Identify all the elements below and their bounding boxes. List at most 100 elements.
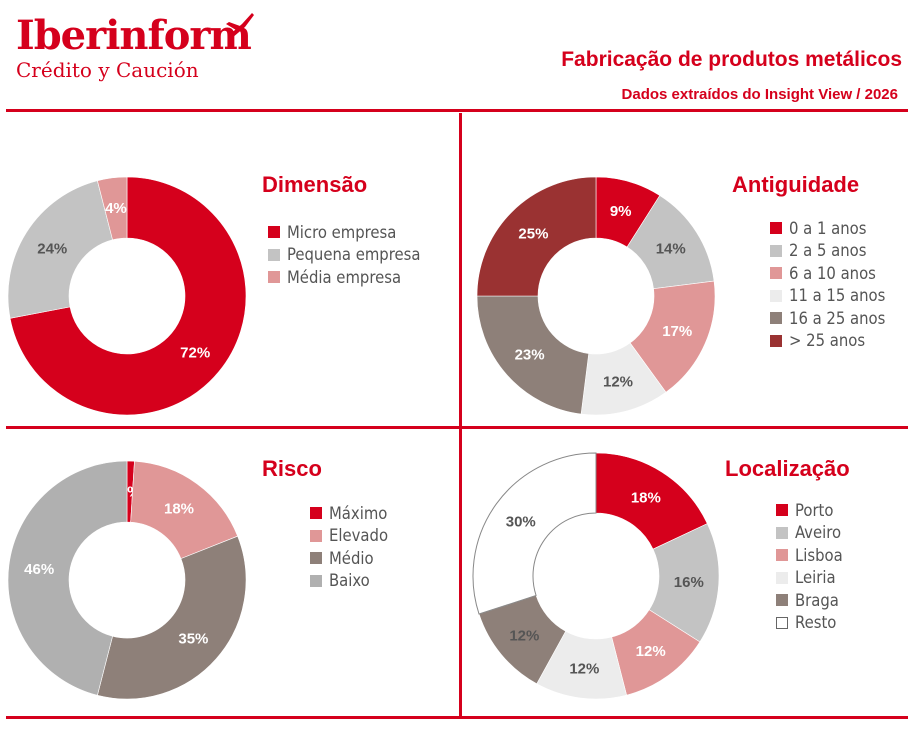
legend-swatch	[776, 526, 788, 539]
legend-label: 16 a 25 anos	[789, 308, 886, 328]
donut-chart-antiguidade: 9% 14% 17% 12% 23% 25%	[476, 176, 716, 416]
data-label: 24%	[37, 241, 67, 258]
legend-label: Micro empresa	[287, 222, 397, 242]
legend-item: 2 a 5 anos	[770, 240, 885, 263]
chart-title: Localização	[725, 456, 850, 481]
donut-slice-16-a-25-anos	[476, 295, 590, 415]
legend-swatch	[310, 552, 322, 565]
chart-title: Risco	[262, 456, 322, 481]
legend-swatch	[770, 222, 782, 235]
data-label: 18%	[164, 500, 194, 517]
data-label: 12%	[603, 374, 633, 391]
legend-item: 16 a 25 anos	[770, 307, 885, 330]
legend-swatch	[310, 574, 322, 587]
legend-label: Baixo	[329, 571, 370, 591]
brand-name: Iberinform	[16, 12, 252, 59]
data-label: 30%	[506, 513, 536, 530]
vertical-divider	[459, 113, 462, 717]
data-label: 35%	[178, 631, 208, 648]
legend-label: Leiria	[795, 568, 836, 588]
legend-label: Médio	[329, 548, 374, 568]
donut-chart-risco: 1%18%35%46%	[7, 460, 247, 700]
data-label: 23%	[515, 347, 545, 364]
donut-slice-porto	[595, 452, 708, 550]
legend-swatch	[770, 334, 782, 347]
legend-item: Aveiro	[776, 522, 843, 545]
bottom-divider	[6, 716, 908, 719]
page-subtitle: Dados extraídos do Insight View / 2026	[621, 86, 898, 103]
legend-item: 11 a 15 anos	[770, 285, 885, 308]
legend-risco: Máximo Elevado Médio Baixo	[310, 502, 388, 592]
legend-swatch	[268, 271, 280, 284]
legend-label: Máximo	[329, 503, 388, 523]
donut-chart-localizacao: 18% 16% 12% 12% 12% 30%	[472, 452, 720, 700]
legend-swatch	[310, 507, 322, 520]
legend-label: Resto	[795, 613, 837, 633]
legend-swatch	[776, 549, 788, 562]
legend-label: Aveiro	[795, 523, 842, 543]
legend-label: Pequena empresa	[287, 245, 421, 265]
donut-slice-m-dia-empresa	[97, 176, 128, 241]
legend-item: 0 a 1 anos	[770, 217, 885, 240]
legend-label: 2 a 5 anos	[789, 241, 867, 261]
legend-item: Média empresa	[268, 266, 420, 289]
data-label: 16%	[674, 574, 704, 591]
legend-swatch	[776, 616, 788, 629]
donut-slice-resto	[472, 452, 597, 615]
legend-label: Elevado	[329, 526, 389, 546]
legend-label: > 25 anos	[789, 331, 866, 351]
legend-item: Pequena empresa	[268, 244, 420, 267]
legend-label: Média empresa	[287, 267, 402, 287]
legend-swatch	[770, 289, 782, 302]
donut-slice-pequena-empresa	[7, 180, 113, 319]
data-label: 46%	[24, 561, 54, 578]
data-label: 12%	[636, 643, 666, 660]
brand-logo: Iberinform Crédito y Caución	[16, 12, 252, 83]
legend-item: Braga	[776, 589, 843, 612]
legend-item: Baixo	[310, 570, 388, 593]
legend-antiguidade: 0 a 1 anos 2 a 5 anos 6 a 10 anos 11 a 15 a…	[770, 217, 885, 352]
data-label: 72%	[180, 344, 210, 361]
legend-label: Porto	[795, 500, 834, 520]
legend-swatch	[268, 226, 280, 239]
legend-label: Lisboa	[795, 545, 843, 565]
airplane-icon	[226, 13, 254, 38]
legend-swatch	[770, 244, 782, 257]
legend-item: Porto	[776, 499, 843, 522]
legend-label: Braga	[795, 590, 839, 610]
data-label: 9%	[610, 203, 632, 220]
legend-swatch	[770, 312, 782, 325]
legend-item: 6 a 10 anos	[770, 262, 885, 285]
data-label: 12%	[569, 660, 599, 677]
legend-item: Lisboa	[776, 544, 843, 567]
brand-subtitle: Crédito y Caución	[16, 58, 199, 82]
data-label: 12%	[509, 627, 539, 644]
donut-chart-dimensao: 72% 24% 4%	[7, 176, 247, 416]
legend-item: Resto	[776, 612, 843, 635]
legend-swatch	[770, 267, 782, 280]
data-label: 4%	[105, 200, 127, 217]
legend-item: Médio	[310, 547, 388, 570]
legend-dimensao: Micro empresa Pequena empresa Média empres…	[268, 221, 420, 289]
legend-swatch	[310, 529, 322, 542]
donut-slice-micro-empresa	[9, 176, 247, 416]
data-label: 18%	[631, 489, 661, 506]
legend-swatch	[776, 504, 788, 517]
legend-item: Máximo	[310, 502, 388, 525]
donut-slice-25-anos	[476, 176, 597, 297]
legend-item: Elevado	[310, 525, 388, 548]
data-label: 17%	[662, 323, 692, 340]
chart-title: Antiguidade	[732, 172, 860, 197]
legend-swatch	[268, 248, 280, 261]
top-divider	[6, 109, 908, 112]
legend-label: 11 a 15 anos	[789, 286, 886, 306]
middle-divider	[6, 426, 908, 429]
data-label: 25%	[518, 225, 548, 242]
donut-slice-baixo	[7, 460, 128, 696]
legend-item: Micro empresa	[268, 221, 420, 244]
legend-localizacao: Porto Aveiro Lisboa Leiria Braga Resto	[776, 499, 843, 634]
chart-title: Dimensão	[262, 172, 368, 197]
legend-swatch	[776, 571, 788, 584]
legend-item: Leiria	[776, 567, 843, 590]
legend-label: 0 a 1 anos	[789, 218, 867, 238]
